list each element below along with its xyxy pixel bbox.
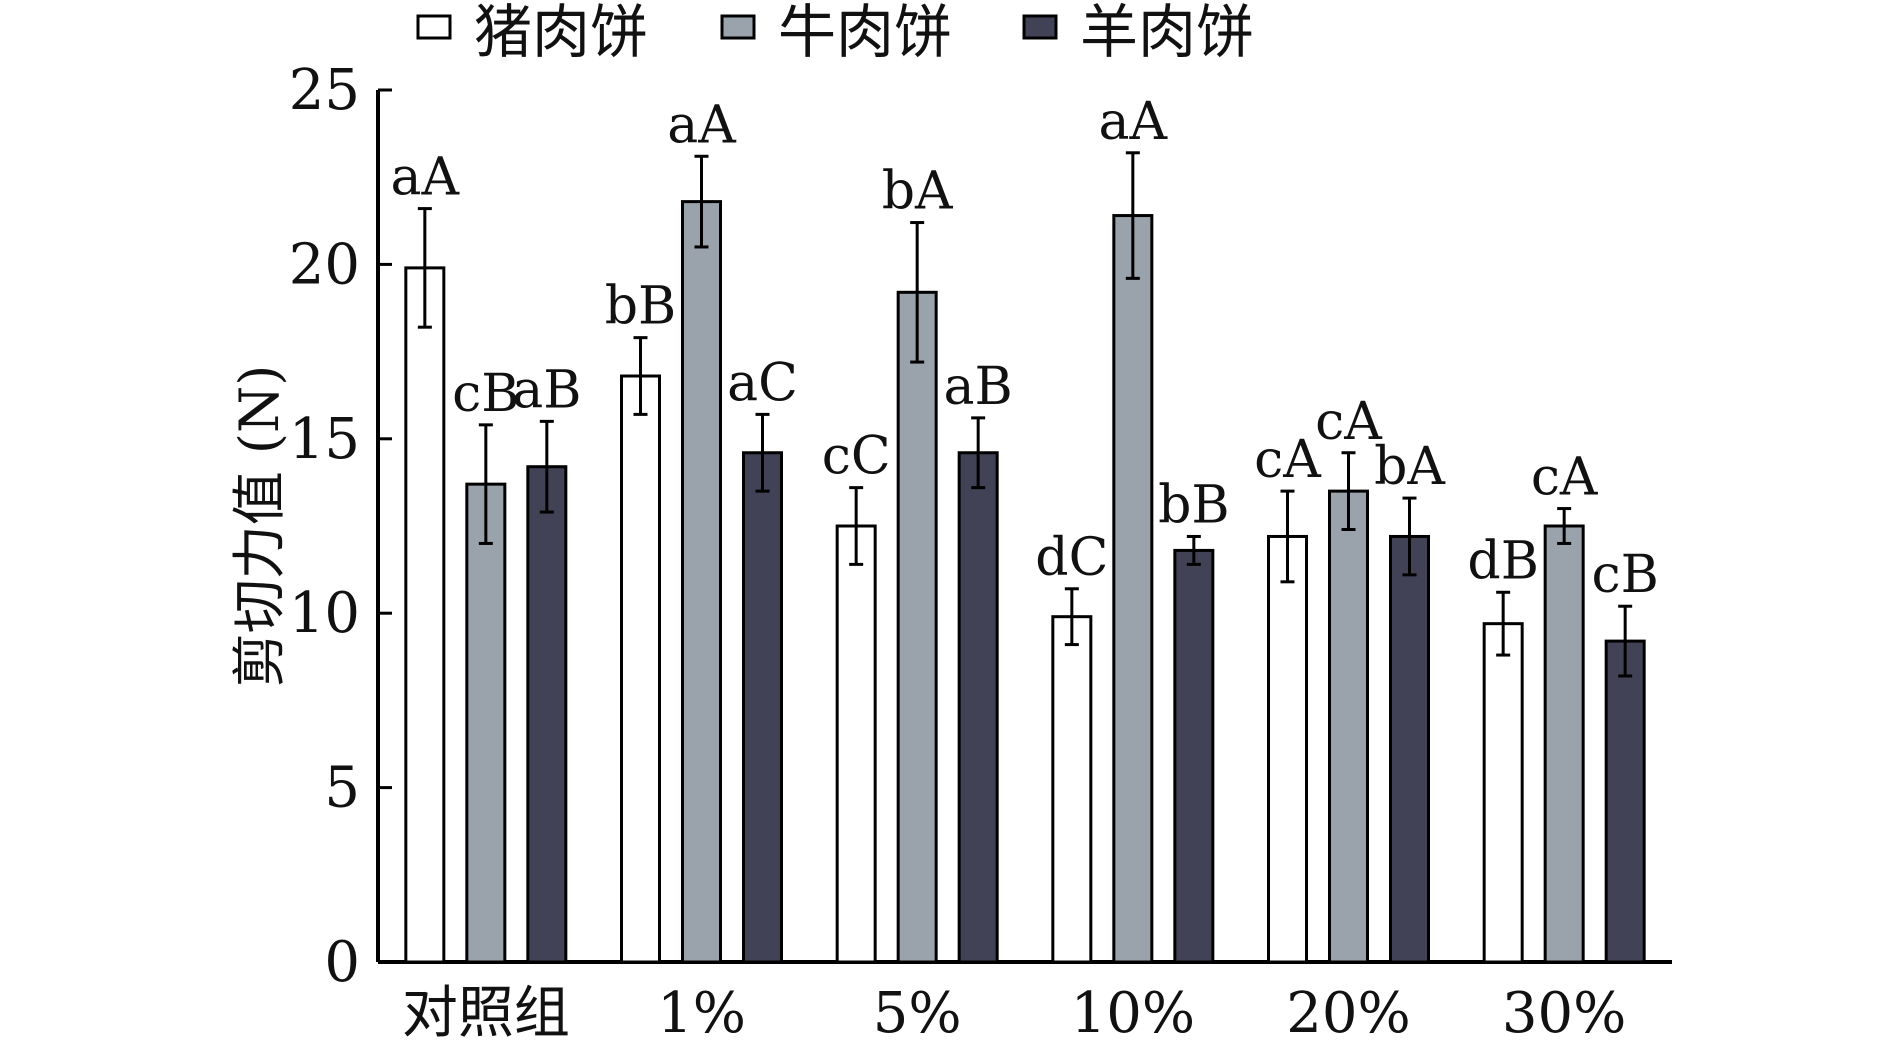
bar [465,482,507,964]
x-axis: 对照组 1% 5% 10% 20% 30% [378,960,1672,1046]
x-tick-label: 10% [1071,981,1195,1046]
bar [1328,489,1369,964]
significance-label: bA [882,162,954,222]
error-bars [417,151,1633,678]
significance-label: aB [944,357,1013,417]
bar [681,200,722,964]
y-tick-label: 0 [324,930,360,995]
legend-label: 猪肉饼 [474,0,648,66]
significance-label: bB [605,277,677,337]
legend: 猪肉饼 牛肉饼 羊肉饼 [416,0,1254,66]
bar [1051,615,1093,964]
y-tick-label: 25 [289,58,360,123]
bar [1173,548,1215,964]
x-tick-label: 5% [873,981,962,1046]
bar [742,451,783,964]
bar [1604,639,1646,964]
significance-label: bA [1374,437,1446,497]
y-tick-label: 15 [289,407,360,472]
x-tick-label: 20% [1286,981,1410,1046]
significance-label: dB [1467,531,1539,591]
legend-label: 牛肉饼 [778,0,952,66]
x-tick-label: 对照组 [402,981,570,1046]
y-tick-label: 5 [324,756,360,821]
legend-swatch [416,14,452,40]
significance-label: dC [1035,528,1108,588]
bar [896,290,938,964]
significance-label: cB [1591,545,1658,605]
significance-label: aB [512,360,581,420]
significance-label: cC [822,427,891,487]
y-axis-title: 剪切力值 (N) [228,365,291,688]
legend-swatch [720,14,756,40]
y-axis: 0 5 10 15 20 25 [289,58,392,995]
bar [835,524,877,964]
y-tick-label: 20 [289,232,360,297]
significance-label: aA [391,148,461,208]
bars [404,200,1646,964]
x-tick-label: 30% [1502,981,1626,1046]
significance-label: cA [1531,448,1599,508]
bar [1112,214,1154,964]
bar [1482,622,1524,964]
legend-label: 羊肉饼 [1080,0,1254,66]
bar [620,374,661,964]
significance-label: aA [1099,92,1169,152]
bar [1543,524,1585,964]
significance-label: cB [452,364,519,424]
bar [526,465,568,964]
x-tick-label: 1% [657,981,746,1046]
significance-label: cA [1254,430,1322,490]
bar [1267,534,1308,964]
y-tick-label: 10 [289,581,360,646]
bar [957,451,999,964]
significance-label: aC [727,353,798,413]
significance-label: cA [1315,392,1383,452]
bar [404,266,446,964]
legend-swatch [1022,14,1058,40]
bar [1389,534,1430,964]
significance-label: bB [1158,475,1230,535]
significance-label: aA [667,95,737,155]
